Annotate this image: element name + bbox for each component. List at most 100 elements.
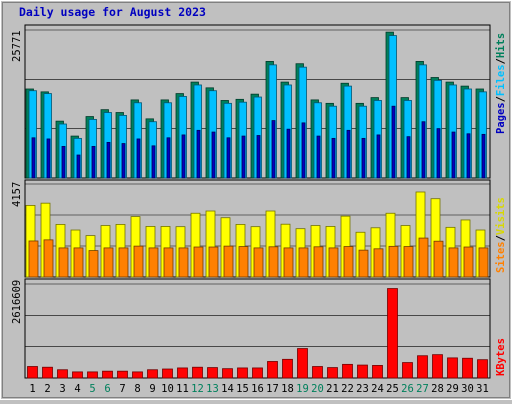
legend-hits: Hits [495,33,507,58]
x-label-day-19: 19 [296,383,309,395]
panel-hits-files-pages [24,24,491,179]
6 [106,141,111,179]
22 [342,363,353,379]
28 [436,128,441,179]
legend-pages: Pages [495,102,507,134]
20 [316,135,321,179]
19 [298,247,309,278]
11 [181,134,186,179]
26 [406,136,411,179]
9 [151,145,156,179]
3 [61,146,66,179]
x-label-day-20: 20 [311,383,324,395]
25 [388,245,399,278]
14 [222,368,233,379]
28 [432,354,443,379]
7 [121,143,126,179]
25 [387,288,398,379]
x-label-day-13: 13 [206,383,219,395]
x-label-day-15: 15 [236,383,249,395]
x-label-day-1: 1 [29,383,35,395]
x-label-day-17: 17 [266,383,279,395]
legend-separator: / [495,235,507,241]
17 [268,246,279,278]
x-label-day-2: 2 [44,383,50,395]
x-label-day-3: 3 [59,383,65,395]
23 [361,137,366,179]
16 [252,367,263,379]
14 [223,245,234,278]
4 [73,247,84,278]
legend-kbytes: KBytes [495,338,507,376]
x-label-day-6: 6 [104,383,110,395]
x-label-day-21: 21 [326,383,339,395]
legend-pages-files-hits: Pages/Files/Hits [495,33,507,134]
31 [477,359,488,379]
y-max-label-visits: 4157 [11,182,23,207]
29 [447,357,458,379]
26 [403,246,414,278]
legend-sites: Sites [495,241,507,273]
5 [88,250,99,278]
29 [448,247,459,278]
24 [373,248,384,278]
18 [282,358,293,379]
11 [178,247,189,278]
x-label-day-12: 12 [191,383,204,395]
legend-sites-visits: Sites/Visits [495,197,507,273]
23 [358,249,369,278]
12 [193,246,204,278]
15 [237,367,248,379]
legend-separator: / [495,58,507,64]
x-label-day-18: 18 [281,383,294,395]
legend-separator: / [495,96,507,102]
x-label-day-14: 14 [221,383,234,395]
panel-visits-sites [24,179,491,278]
13 [211,131,216,179]
27 [417,355,428,379]
15 [241,135,246,179]
5 [87,371,98,379]
x-label-day-31: 31 [476,383,489,395]
11 [177,367,188,379]
8 [136,138,141,179]
9 [147,369,158,379]
8 [132,371,143,379]
x-axis-day-labels: 1 2 3 4 5 6 7 8 9 10 11 12 13 14 15 16 17 18 19 20 21 22 23 24 2… [29,383,488,395]
9 [148,247,159,278]
x-label-day-29: 29 [446,383,459,395]
3 [58,247,69,278]
26 [402,362,413,379]
7 [117,370,128,379]
x-label-day-4: 4 [74,383,80,395]
27 [418,237,429,278]
chart-title: Daily usage for August 2023 [19,5,206,19]
22 [346,129,351,179]
14 [226,137,231,179]
23 [357,364,368,379]
legend-files: Files [495,64,507,96]
x-label-day-5: 5 [89,383,95,395]
x-label-day-22: 22 [341,383,354,395]
16 [253,247,264,278]
22 [343,246,354,278]
x-label-day-30: 30 [461,383,474,395]
1 [31,137,36,179]
x-label-day-9: 9 [149,383,155,395]
x-label-day-11: 11 [176,383,189,395]
17 [271,120,276,179]
panel-kbytes [24,278,491,379]
1 [28,240,39,278]
31 [481,133,486,179]
28 [433,240,444,278]
20 [312,366,323,379]
16 [256,135,261,179]
3 [57,369,68,379]
x-label-day-23: 23 [356,383,369,395]
1 [27,366,38,379]
x-label-day-28: 28 [431,383,444,395]
12 [196,129,201,179]
12 [192,366,203,379]
x-label-day-10: 10 [161,383,174,395]
